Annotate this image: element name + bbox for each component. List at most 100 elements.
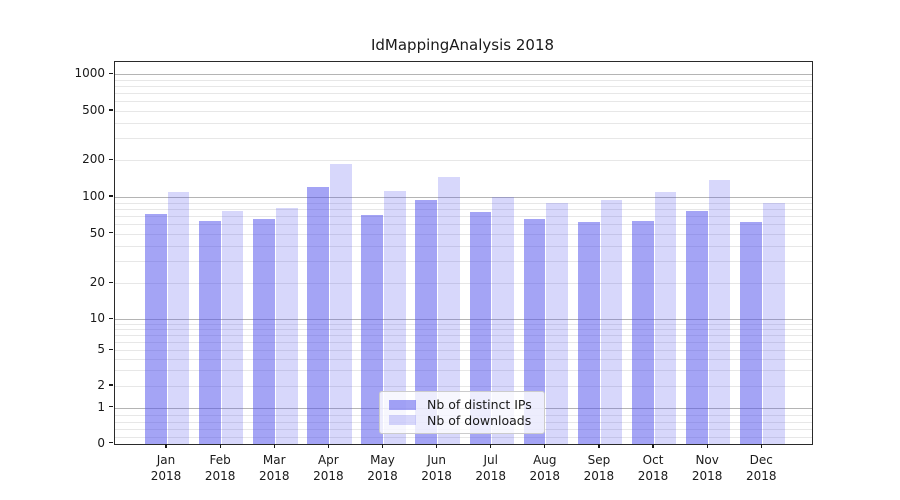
y-tick-label: 1000: [74, 66, 105, 81]
bar-downloads: [654, 191, 677, 444]
y-tick-mark: [109, 72, 113, 74]
gridline-minor: [115, 123, 812, 124]
bar-distinct-ips: [307, 186, 329, 444]
gridline-minor: [115, 370, 812, 372]
bar-distinct-ips: [144, 214, 167, 444]
x-tick-mark: [381, 444, 384, 449]
bar-downloads: [275, 207, 298, 444]
y-tick-mark: [109, 232, 113, 234]
x-tick-label: Aug 2018: [529, 453, 561, 483]
bar-distinct-ips: [199, 220, 221, 444]
y-tick-mark: [109, 442, 113, 444]
bar-distinct-ips: [361, 215, 384, 444]
x-tick-label: Mar 2018: [258, 453, 290, 483]
x-tick-mark: [760, 444, 762, 449]
bar-downloads: [600, 199, 623, 444]
x-tick-mark: [327, 444, 329, 449]
bar-downloads: [221, 210, 244, 444]
x-tick-label: Oct 2018: [637, 453, 669, 483]
x-tick-mark: [273, 444, 275, 449]
x-tick-label: Feb 2018: [204, 453, 236, 483]
bar-distinct-ips: [631, 220, 654, 444]
legend-item-distinct-ips: Nb of distinct IPs: [389, 397, 535, 412]
y-tick-mark: [109, 195, 113, 197]
plot-area: [114, 61, 813, 445]
y-tick-label: 200: [82, 152, 105, 167]
y-tick-label: 2: [97, 378, 105, 392]
legend-label-distinct-ips: Nb of distinct IPs: [427, 397, 532, 413]
legend: Nb of distinct IPs Nb of downloads: [379, 391, 545, 434]
x-tick-label: Sep 2018: [583, 453, 615, 483]
bar-distinct-ips: [415, 200, 438, 444]
gridline-minor: [115, 160, 812, 162]
gridline-minor: [115, 208, 812, 210]
gridline-minor: [115, 358, 812, 360]
gridline-minor: [115, 224, 812, 226]
bar-downloads: [708, 179, 731, 444]
x-tick-label: Jun 2018: [421, 453, 452, 483]
gridline-minor: [115, 86, 812, 88]
bar-distinct-ips: [523, 219, 546, 444]
y-tick-mark: [109, 281, 113, 283]
gridline-major: [115, 319, 812, 321]
gridline-minor: [115, 436, 812, 438]
y-tick-mark: [109, 348, 113, 350]
gridline-minor: [115, 342, 812, 344]
gridline-minor: [115, 335, 812, 337]
gridline-major: [115, 74, 812, 76]
x-tick-label: Jul 2018: [475, 453, 506, 483]
y-tick-label: 50: [89, 225, 105, 240]
legend-label-downloads: Nb of downloads: [427, 412, 532, 428]
y-tick-label: 0: [97, 435, 105, 450]
gridline-minor: [115, 138, 812, 140]
gridline-minor: [115, 79, 812, 81]
y-tick-mark: [109, 317, 113, 319]
bar-distinct-ips: [577, 222, 600, 444]
bar-distinct-ips: [686, 210, 708, 444]
gridline-minor: [115, 202, 812, 204]
bar-downloads: [438, 176, 460, 444]
y-tick-label: 100: [82, 189, 105, 203]
x-tick-label: Nov 2018: [691, 453, 723, 483]
gridline-minor: [115, 261, 812, 263]
bar-downloads: [546, 202, 569, 444]
gridline-minor: [115, 329, 812, 331]
gridline-minor: [115, 101, 812, 103]
bar-distinct-ips: [740, 222, 762, 444]
gridline-minor: [115, 386, 812, 387]
bar-downloads: [762, 202, 785, 444]
x-tick-mark: [652, 444, 654, 449]
bar-downloads: [492, 197, 514, 444]
legend-swatch-distinct-ips: [389, 399, 416, 410]
gridline-minor: [115, 215, 812, 217]
y-tick-mark: [109, 109, 113, 111]
x-tick-label: Jan 2018: [150, 453, 182, 483]
y-tick-label: 5: [97, 342, 105, 357]
gridline-minor: [115, 111, 812, 112]
gridline-minor: [115, 245, 812, 247]
legend-swatch-downloads: [389, 415, 416, 426]
x-tick-mark: [435, 444, 438, 449]
bar-downloads: [167, 191, 190, 444]
bar-downloads: [384, 191, 406, 444]
y-tick-label: 500: [82, 103, 105, 117]
bar-distinct-ips: [469, 211, 492, 444]
y-tick-mark: [109, 406, 113, 408]
gridline-minor: [115, 350, 812, 352]
x-tick-mark: [706, 444, 708, 449]
gridline-minor: [115, 283, 812, 285]
x-tick-mark: [490, 444, 492, 449]
bar-distinct-ips: [253, 219, 275, 444]
bar-downloads: [329, 164, 352, 444]
y-tick-mark: [109, 384, 113, 386]
x-tick-label: May 2018: [367, 453, 398, 483]
gridline-minor: [115, 233, 812, 235]
y-tick-label: 10: [89, 311, 105, 326]
x-tick-mark: [598, 444, 600, 449]
gridline-minor: [115, 93, 812, 95]
x-tick-label: Dec 2018: [746, 453, 777, 483]
x-tick-mark: [165, 444, 167, 449]
y-tick-mark: [109, 158, 113, 160]
chart-title: IdMappingAnalysis 2018: [370, 36, 555, 54]
